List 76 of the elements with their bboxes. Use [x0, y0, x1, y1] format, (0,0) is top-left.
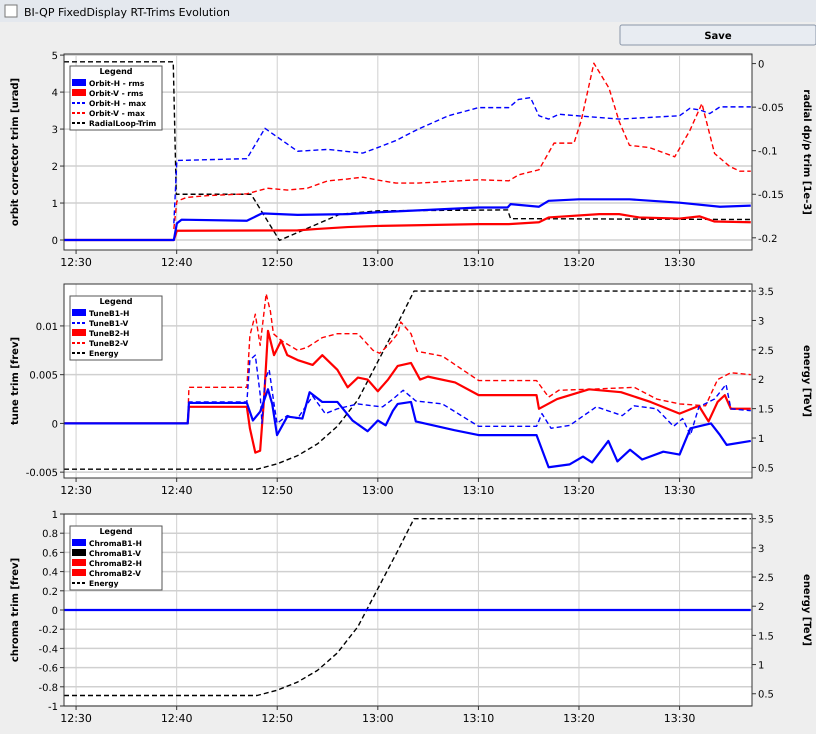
y2-tick-label: 3: [758, 544, 764, 555]
y-tick-label: -0.8: [38, 682, 58, 694]
x-tick-label: 13:00: [362, 256, 394, 269]
chart-title: BI-QP FixedDisplay RT-Trims Evolution: [24, 6, 230, 19]
y-tick-label: 1: [52, 199, 58, 210]
legend-title: Legend: [99, 297, 133, 306]
x-tick-label: 13:00: [362, 712, 394, 725]
y2-tick-label: -0.1: [758, 146, 778, 158]
x-tick-label: 12:50: [261, 484, 294, 497]
line-series: [64, 518, 752, 696]
legend-title: Legend: [99, 527, 133, 536]
x-tick-label: 12:50: [261, 712, 294, 725]
x-tick-label: 13:30: [664, 256, 696, 269]
y-tick-label: -1: [48, 702, 58, 713]
y2-tick-label: 3.5: [758, 287, 774, 298]
y2-tick-label: 2: [758, 602, 764, 614]
y2-tick-label: 1.5: [758, 404, 774, 416]
y2-axis-title: energy [TeV]: [801, 345, 812, 417]
y2-tick-label: 0: [758, 60, 764, 71]
y-tick-label: 0.01: [36, 322, 58, 333]
y-axis-title: tune trim [frev]: [10, 336, 21, 426]
y-axis-title: chroma trim [frev]: [10, 558, 21, 662]
button: Save: [620, 24, 816, 46]
x-tick-label: 12:30: [60, 484, 92, 497]
x-tick-label: 12:40: [160, 484, 193, 497]
y-tick-label: 0: [52, 606, 58, 617]
y-tick-label: 2: [52, 162, 58, 174]
y-tick-label: 0.005: [29, 370, 58, 382]
x-tick-label: 13:10: [462, 712, 494, 725]
y-axis-title: orbit corrector trim [urad]: [10, 78, 21, 226]
x-tick-label: 12:40: [160, 256, 193, 269]
y-tick-label: 0.8: [42, 529, 58, 540]
x-tick-label: 13:00: [362, 484, 394, 497]
y-tick-label: 0.2: [42, 586, 58, 598]
y2-tick-label: -0.05: [758, 103, 784, 114]
x-tick-label: 13:10: [462, 256, 494, 269]
y-tick-label: -0.2: [38, 625, 58, 636]
y2-tick-label: 2: [758, 375, 764, 386]
y-tick-label: 5: [52, 51, 58, 62]
y2-tick-label: 2.5: [758, 573, 774, 584]
y2-tick-label: 1: [758, 660, 764, 672]
line-series: [64, 290, 752, 470]
y2-tick-label: 0.5: [758, 463, 774, 474]
x-tick-label: 13:30: [664, 712, 696, 725]
y-tick-label: -0.005: [26, 468, 58, 480]
y2-tick-label: -0.15: [758, 190, 784, 202]
y-tick-label: 0.4: [42, 568, 58, 579]
y-tick-label: 0: [52, 236, 58, 248]
y-tick-label: 3: [52, 125, 58, 136]
y2-axis-title: energy [TeV]: [801, 574, 812, 646]
x-tick-label: 13:20: [563, 712, 595, 725]
y-tick-label: 0.6: [42, 548, 58, 560]
y-tick-label: 0: [52, 419, 58, 430]
y-tick-label: -0.4: [38, 644, 58, 656]
x-tick-label: 13:30: [664, 484, 696, 497]
line-series: [173, 62, 752, 230]
y2-tick-label: -0.2: [758, 234, 778, 245]
x-tick-label: 13:20: [563, 484, 595, 497]
y2-tick-label: 3: [758, 316, 764, 328]
x-tick-label: 12:30: [60, 256, 92, 269]
x-tick-label: 13:10: [462, 484, 494, 497]
x-tick-label: 12:50: [261, 256, 294, 269]
x-tick-label: 12:30: [60, 712, 92, 725]
y2-tick-label: 1.5: [758, 631, 774, 642]
line-series: [64, 61, 752, 242]
legend-title: Legend: [99, 67, 133, 76]
x-tick-label: 13:20: [563, 256, 595, 269]
y2-tick-label: 2.5: [758, 346, 774, 357]
y2-tick-label: 3.5: [758, 514, 774, 526]
y2-axis-title: radial dp/p trim [1e-3]: [801, 89, 812, 215]
y2-tick-label: 0.5: [758, 690, 774, 701]
x-tick-label: 12:40: [160, 712, 193, 725]
y-tick-label: 4: [52, 88, 58, 100]
y-tick-label: 1: [52, 510, 58, 521]
y2-tick-label: 1: [758, 434, 764, 446]
y-tick-label: -0.6: [38, 664, 58, 675]
